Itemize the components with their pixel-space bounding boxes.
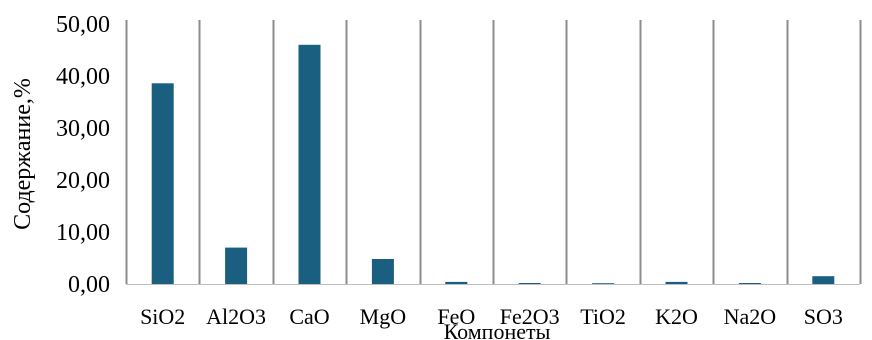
- x-tick-label: SO3: [804, 304, 843, 329]
- x-tick-label: CaO: [289, 304, 329, 329]
- bar-fe2o3: [518, 283, 541, 284]
- bar-k2o: [665, 281, 688, 284]
- y-tick-label: 20,00: [56, 168, 110, 194]
- y-tick-label: 30,00: [56, 116, 110, 142]
- x-tick-label: Fe2O3: [500, 304, 560, 329]
- x-tick-label: FeO: [437, 304, 475, 329]
- bar-tio2: [592, 283, 615, 285]
- y-tick-label: 0,00: [68, 272, 110, 298]
- bar-feo: [445, 281, 468, 284]
- x-tick-label: SiO2: [140, 304, 185, 329]
- x-axis-label: Компонеты: [444, 319, 551, 340]
- y-axis-label: Содержание,%: [10, 78, 36, 230]
- y-tick-label: 50,00: [56, 12, 110, 38]
- y-tick-label: 10,00: [56, 220, 110, 246]
- bar-mgo: [371, 259, 394, 284]
- x-tick-labels: SiO2 Al2O3 CaO MgO FeO Fe2O3 TiO2 K2O Na2O SO3: [140, 304, 843, 329]
- bar-cao: [298, 44, 321, 284]
- y-tick-labels: 0,00 10,00 20,00 30,00 40,00 50,00: [56, 12, 110, 298]
- x-tick-label: Na2O: [724, 304, 777, 329]
- x-tick-label: TiO2: [580, 304, 626, 329]
- x-tick-label: MgO: [360, 304, 406, 329]
- x-tick-label: Al2O3: [206, 304, 266, 329]
- category-separators: [125, 20, 862, 284]
- y-tick-label: 40,00: [56, 64, 110, 90]
- bar-al2o3: [225, 247, 248, 284]
- bar-so3: [812, 276, 835, 284]
- bar-sio2: [151, 83, 174, 284]
- bars: [151, 44, 835, 285]
- bar-na2o: [738, 283, 761, 284]
- x-tick-label: K2O: [655, 304, 698, 329]
